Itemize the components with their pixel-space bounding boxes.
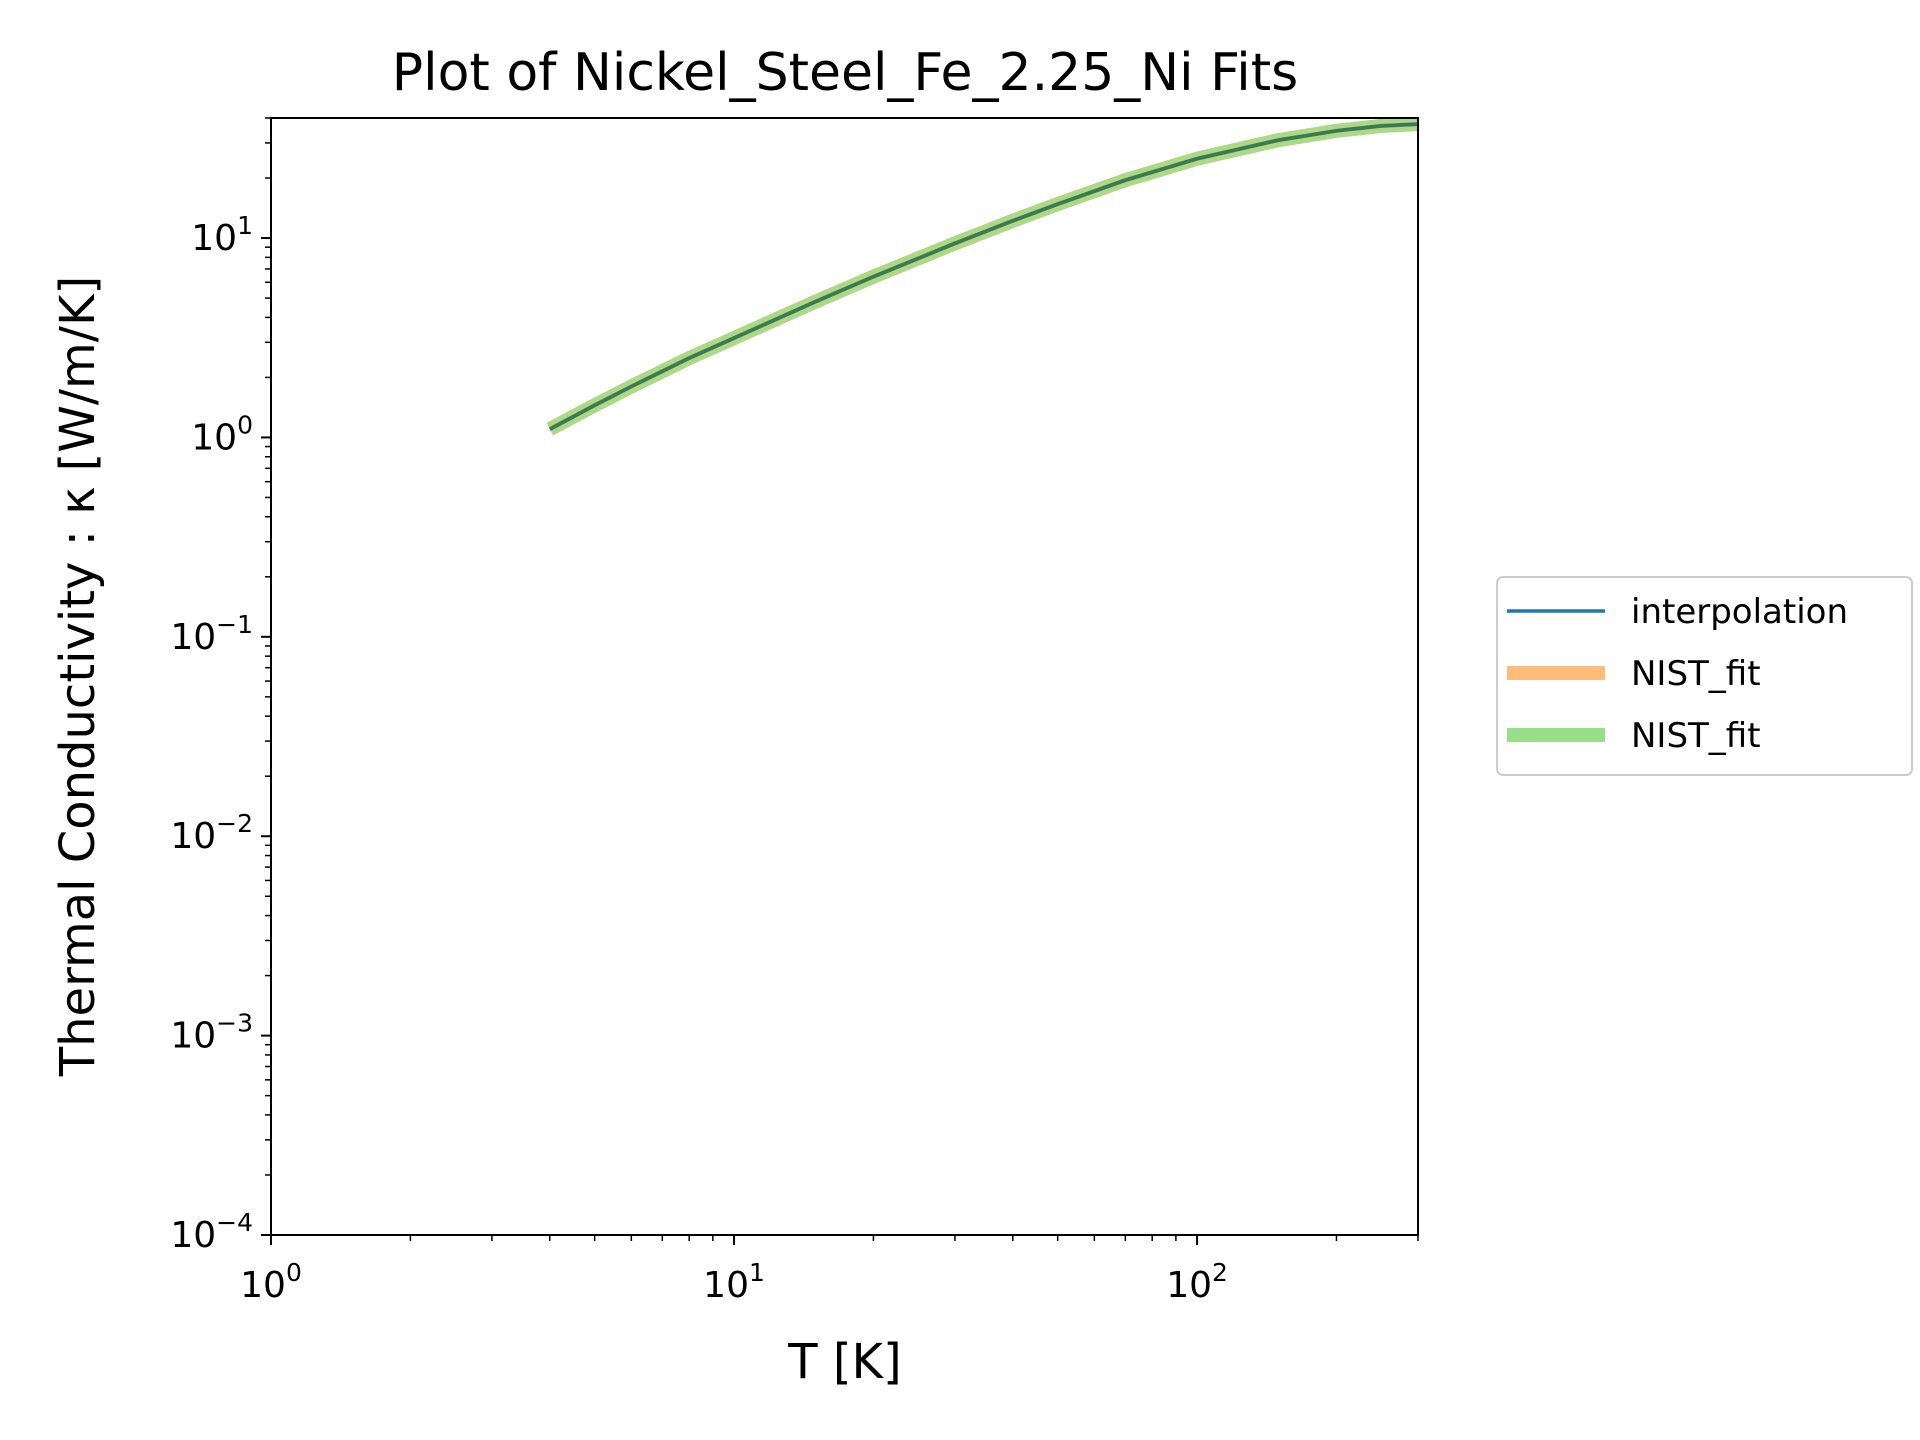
legend: interpolation NIST_fit NIST_fit <box>1496 576 1913 776</box>
y-tick-label: 10−3 <box>170 1009 253 1057</box>
plot-frame <box>270 117 1419 1236</box>
x-tick-label: 100 <box>240 1258 302 1306</box>
series-line-overlay <box>548 122 1418 431</box>
x-tick-label: 101 <box>703 1258 765 1306</box>
y-tick-label: 10−1 <box>170 610 253 658</box>
x-tick-label: 102 <box>1166 1258 1228 1306</box>
y-axis: 10−4 10−3 10−2 10−1 100 101 <box>170 117 271 1256</box>
y-axis-title: Thermal Conductivity : κ [W/m/K] <box>50 276 106 1077</box>
series-line-NIST_fit-1 <box>546 118 1418 436</box>
series-line-interpolation-0 <box>548 122 1418 431</box>
legend-label-0: interpolation <box>1631 592 1848 632</box>
y-tick-label: 101 <box>191 211 253 259</box>
y-tick-label: 10−2 <box>170 809 253 857</box>
series-line-NIST_fit-2 <box>546 118 1418 436</box>
y-tick-label: 100 <box>191 410 253 458</box>
legend-label-1: NIST_fit <box>1631 654 1761 694</box>
y-tick-label: 10−4 <box>170 1208 253 1256</box>
legend-box <box>1496 576 1913 776</box>
chart-title: Plot of Nickel_Steel_Fe_2.25_Ni Fits <box>392 43 1298 103</box>
x-axis-title: T [K] <box>787 1334 902 1390</box>
series-layer <box>546 118 1418 436</box>
legend-label-2: NIST_fit <box>1631 716 1761 756</box>
x-axis: 100 101 102 <box>240 1235 1419 1306</box>
